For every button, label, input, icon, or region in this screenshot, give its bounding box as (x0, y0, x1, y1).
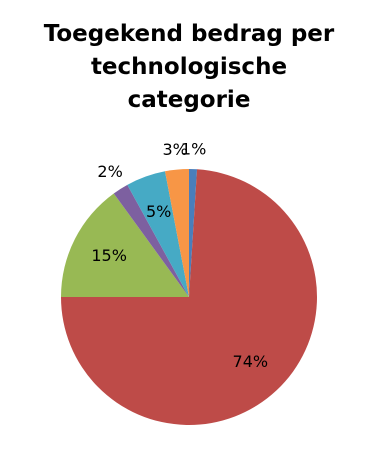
data-label: 2% (97, 162, 122, 181)
pie-slice (189, 169, 198, 297)
pie-slice (61, 169, 317, 425)
data-label: 74% (233, 352, 269, 371)
data-label: 5% (146, 202, 171, 221)
data-label: 15% (91, 246, 127, 265)
data-label: 1% (181, 139, 206, 158)
pie-slice (113, 184, 189, 297)
pie-slice (61, 193, 189, 297)
chart-title: Toegekend bedrag per technologische cate… (43, 21, 335, 113)
data-label: 3% (162, 140, 187, 159)
pie-slice (165, 169, 189, 297)
pie-slice (127, 171, 189, 297)
